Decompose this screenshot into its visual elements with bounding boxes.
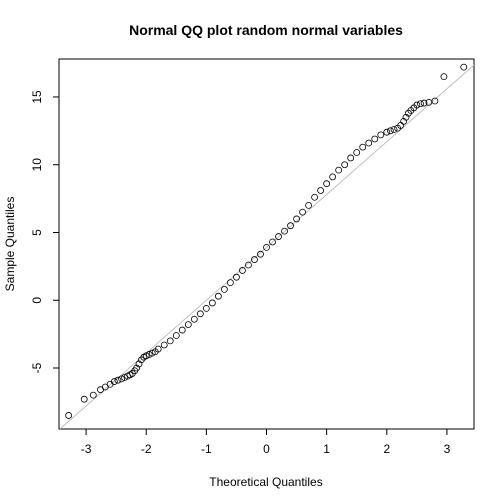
x-tick-label: 3 [444, 442, 451, 456]
data-point [118, 375, 125, 383]
data-point [417, 100, 424, 108]
x-axis: -3 -2 -1 0 1 2 3 [81, 428, 451, 456]
data-point [329, 173, 337, 181]
data-point [257, 250, 264, 258]
y-tick-label: 5 [30, 229, 44, 236]
chart-title: Normal QQ plot random normal variables [129, 22, 403, 38]
data-point [184, 321, 192, 329]
data-point [214, 292, 222, 300]
data-point [383, 128, 391, 136]
data-point [440, 73, 448, 81]
data-point [377, 131, 385, 139]
data-point [420, 99, 428, 107]
data-point [133, 364, 140, 372]
data-point [172, 332, 180, 339]
data-point [341, 161, 349, 169]
data-point [227, 279, 234, 287]
data-point [89, 391, 97, 399]
data-point [142, 352, 150, 360]
data-point [178, 326, 186, 334]
x-tick-label: 2 [383, 442, 390, 456]
data-point [160, 341, 168, 349]
y-tick-label: 10 [30, 158, 44, 172]
data-point [135, 360, 143, 368]
data-point [121, 374, 128, 381]
data-point [365, 139, 373, 147]
data-point [145, 351, 153, 358]
data-point [245, 261, 252, 269]
data-point [202, 304, 210, 312]
data-point [269, 238, 276, 246]
y-axis-label: Sample Quantiles [3, 197, 17, 292]
data-point [166, 337, 174, 345]
data-point [154, 345, 162, 353]
data-point [275, 233, 282, 240]
x-tick-label: -1 [201, 442, 212, 456]
data-point [208, 299, 216, 307]
reference-line [59, 64, 475, 430]
data-point [220, 286, 228, 293]
data-point [196, 310, 204, 318]
y-tick-label: 15 [30, 90, 44, 104]
data-point [80, 395, 88, 403]
x-tick-label: 1 [323, 442, 330, 456]
x-tick-label: -2 [141, 442, 152, 456]
data-point [110, 378, 118, 385]
x-tick-label: -3 [81, 442, 92, 456]
data-point [65, 412, 73, 419]
data-point [317, 187, 325, 194]
data-point [251, 256, 258, 263]
data-point [402, 113, 410, 121]
data-point [114, 376, 122, 384]
data-point [190, 315, 198, 323]
data-point [371, 135, 379, 143]
data-point [233, 273, 240, 281]
plot-area [58, 58, 475, 430]
data-point [239, 267, 246, 274]
data-point [400, 117, 408, 125]
data-point [299, 208, 306, 216]
y-axis: -5 0 5 10 15 [30, 90, 60, 373]
data-point [287, 222, 294, 230]
y-tick-label: -5 [30, 362, 44, 373]
data-point [353, 149, 361, 156]
data-point [281, 227, 288, 235]
data-point [263, 243, 270, 251]
data-point [431, 97, 439, 105]
data-point [413, 101, 421, 109]
data-points [65, 63, 468, 419]
data-point [335, 166, 343, 174]
data-point [390, 126, 398, 133]
data-point [359, 143, 367, 151]
data-point [311, 193, 319, 201]
data-point [148, 349, 156, 357]
y-tick-label: 0 [30, 297, 44, 304]
data-point [347, 154, 355, 162]
x-axis-label: Theoretical Quantiles [209, 475, 322, 489]
data-point [293, 215, 300, 223]
data-point [305, 201, 313, 209]
data-point [386, 127, 394, 135]
data-point [460, 63, 468, 71]
x-tick-label: 0 [263, 442, 270, 456]
data-point [323, 180, 331, 188]
